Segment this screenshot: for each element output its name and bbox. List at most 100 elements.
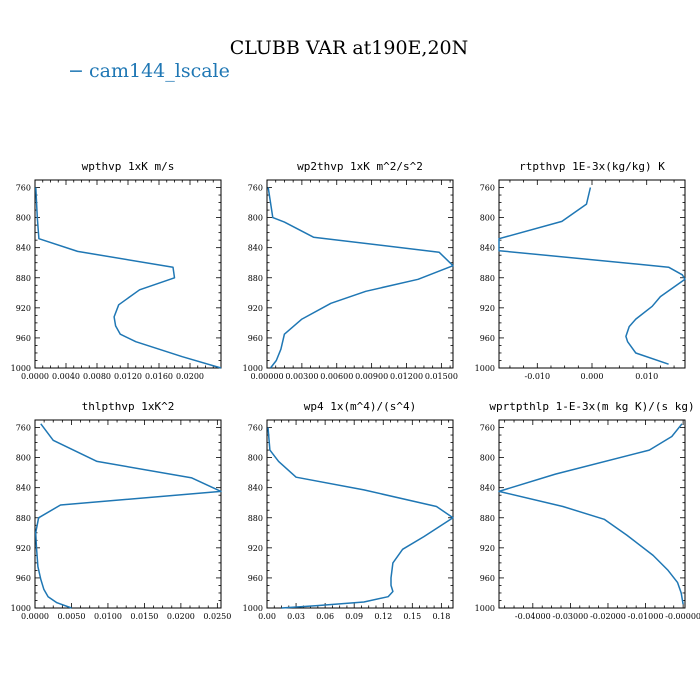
y-tick-label: 840: [480, 244, 495, 253]
plot-frame: [266, 419, 454, 609]
y-tick-label: 800: [480, 214, 495, 223]
panel-title: wprtpthlp 1-E-3x(m kg K)/(s kg): [489, 400, 694, 413]
chart-panel-2: wp2thvp 1xK m^2/s^2 760 800 840 880 920 960 100…: [243, 160, 458, 381]
legend-label: cam144_lscale: [89, 60, 230, 82]
x-tick-label: 0.0200: [167, 612, 195, 621]
series-line: [498, 423, 684, 605]
y-tick-label: 800: [16, 454, 31, 463]
x-tick-label: 0.0120: [114, 372, 142, 381]
panel-title: wp4 1x(m^4)/(s^4): [304, 400, 417, 413]
x-tick-label: 0.09: [345, 612, 363, 621]
x-tick-label: 0.0080: [83, 372, 111, 381]
x-tick-label: 0.01500: [425, 372, 458, 381]
x-tick-label: 0.010: [635, 372, 658, 381]
plot-frame: [266, 179, 454, 369]
y-tick-label: 800: [16, 214, 31, 223]
x-tick-label: 0.0200: [176, 372, 204, 381]
panels: wpthvp 1xK m/s76080084088092096010000.00…: [11, 160, 700, 621]
y-tick-label: 1000: [243, 364, 263, 373]
x-tick-label: 0.000: [581, 372, 604, 381]
chart-panel-6: wprtpthlp 1-E-3x(m kg K)/(s kg) 760 800 840…: [475, 400, 700, 621]
panel-title: rtpthvp 1E-3x(kg/kg) K: [519, 160, 665, 173]
chart-panel-3: rtpthvp 1E-3x(kg/kg) K 760 800 840 880 920 960…: [475, 160, 686, 381]
y-tick-label: 800: [480, 454, 495, 463]
plot-frame: [498, 179, 686, 369]
y-tick-label: 1000: [475, 604, 495, 613]
y-tick-label: 800: [248, 214, 263, 223]
y-tick-label: 880: [480, 274, 495, 283]
panel-title: thlpthvp 1xK^2: [82, 400, 175, 413]
y-tick-label: 880: [480, 514, 495, 523]
series-line: [498, 187, 686, 365]
x-tick-label: -0.01000: [628, 612, 664, 621]
y-tick-label: 880: [248, 274, 263, 283]
y-tick-label: 960: [480, 574, 495, 583]
x-tick-label: 0.00300: [285, 372, 318, 381]
x-tick-label: 0.0100: [94, 612, 122, 621]
x-tick-label: -0.010: [524, 372, 550, 381]
figure-title: CLUBB VAR at190E,20N: [230, 37, 469, 59]
series-line: [35, 187, 222, 369]
x-tick-label: 0.00900: [355, 372, 388, 381]
y-tick-label: 840: [248, 244, 263, 253]
x-tick-label: 0.18: [432, 612, 450, 621]
y-tick-label: 760: [480, 424, 495, 433]
y-tick-label: 920: [480, 544, 495, 553]
panel-title: wp2thvp 1xK m^2/s^2: [297, 160, 423, 173]
plot-frame: [498, 419, 686, 609]
x-tick-label: 0.0000: [21, 612, 49, 621]
y-tick-label: 800: [248, 454, 263, 463]
y-tick-label: 920: [16, 304, 31, 313]
y-tick-label: 840: [16, 484, 31, 493]
y-tick-label: 920: [16, 544, 31, 553]
y-tick-label: 880: [16, 514, 31, 523]
y-tick-label: 960: [16, 334, 31, 343]
chart-panel-5: wp4 1x(m^4)/(s^4)76080084088092096010000…: [243, 400, 454, 621]
x-tick-label: -0.02000: [590, 612, 626, 621]
y-tick-label: 960: [16, 574, 31, 583]
x-tick-label: -0.04000: [515, 612, 551, 621]
y-tick-label: 760: [248, 424, 263, 433]
x-tick-label: 0.00000: [250, 372, 283, 381]
x-tick-label: -0.00000: [665, 612, 700, 621]
y-tick-label: 960: [480, 334, 495, 343]
y-tick-label: 920: [248, 304, 263, 313]
x-tick-label: -0.03000: [552, 612, 588, 621]
legend: − cam144_lscale: [68, 60, 230, 82]
y-tick-label: 760: [16, 424, 31, 433]
y-tick-label: 920: [248, 544, 263, 553]
series-line: [34, 423, 222, 609]
y-tick-label: 880: [16, 274, 31, 283]
x-tick-label: 0.06: [316, 612, 334, 621]
x-tick-label: 0.12: [374, 612, 392, 621]
panel-title: wpthvp 1xK m/s: [82, 160, 175, 173]
series-line: [267, 427, 454, 609]
y-tick-label: 840: [16, 244, 31, 253]
x-tick-label: 0.0040: [52, 372, 80, 381]
y-tick-label: 880: [248, 514, 263, 523]
y-tick-label: 1000: [243, 604, 263, 613]
y-tick-label: 920: [480, 304, 495, 313]
x-tick-label: 0.00: [258, 612, 276, 621]
y-tick-label: 960: [248, 574, 263, 583]
y-tick-label: 1000: [11, 364, 31, 373]
x-tick-label: 0.00600: [320, 372, 353, 381]
x-tick-label: 0.0150: [130, 612, 158, 621]
y-tick-label: 960: [248, 334, 263, 343]
plot-frame: [34, 419, 222, 609]
y-tick-label: 760: [16, 184, 31, 193]
x-tick-label: 0.01200: [390, 372, 423, 381]
chart-panel-1: wpthvp 1xK m/s 760 800 840 880 920 960 1000 0.00…: [11, 160, 222, 381]
chart-panel-4: thlpthvp 1xK^276080084088092096010000.00…: [11, 400, 232, 621]
y-tick-label: 1000: [11, 604, 31, 613]
y-tick-label: 760: [248, 184, 263, 193]
x-tick-label: 0.0160: [145, 372, 173, 381]
y-tick-label: 1000: [475, 364, 495, 373]
plot-frame: [34, 179, 222, 369]
x-tick-label: 0.0050: [57, 612, 85, 621]
x-tick-label: 0.15: [403, 612, 421, 621]
x-tick-label: 0.0250: [203, 612, 231, 621]
y-tick-label: 840: [480, 484, 495, 493]
y-tick-label: 760: [480, 184, 495, 193]
